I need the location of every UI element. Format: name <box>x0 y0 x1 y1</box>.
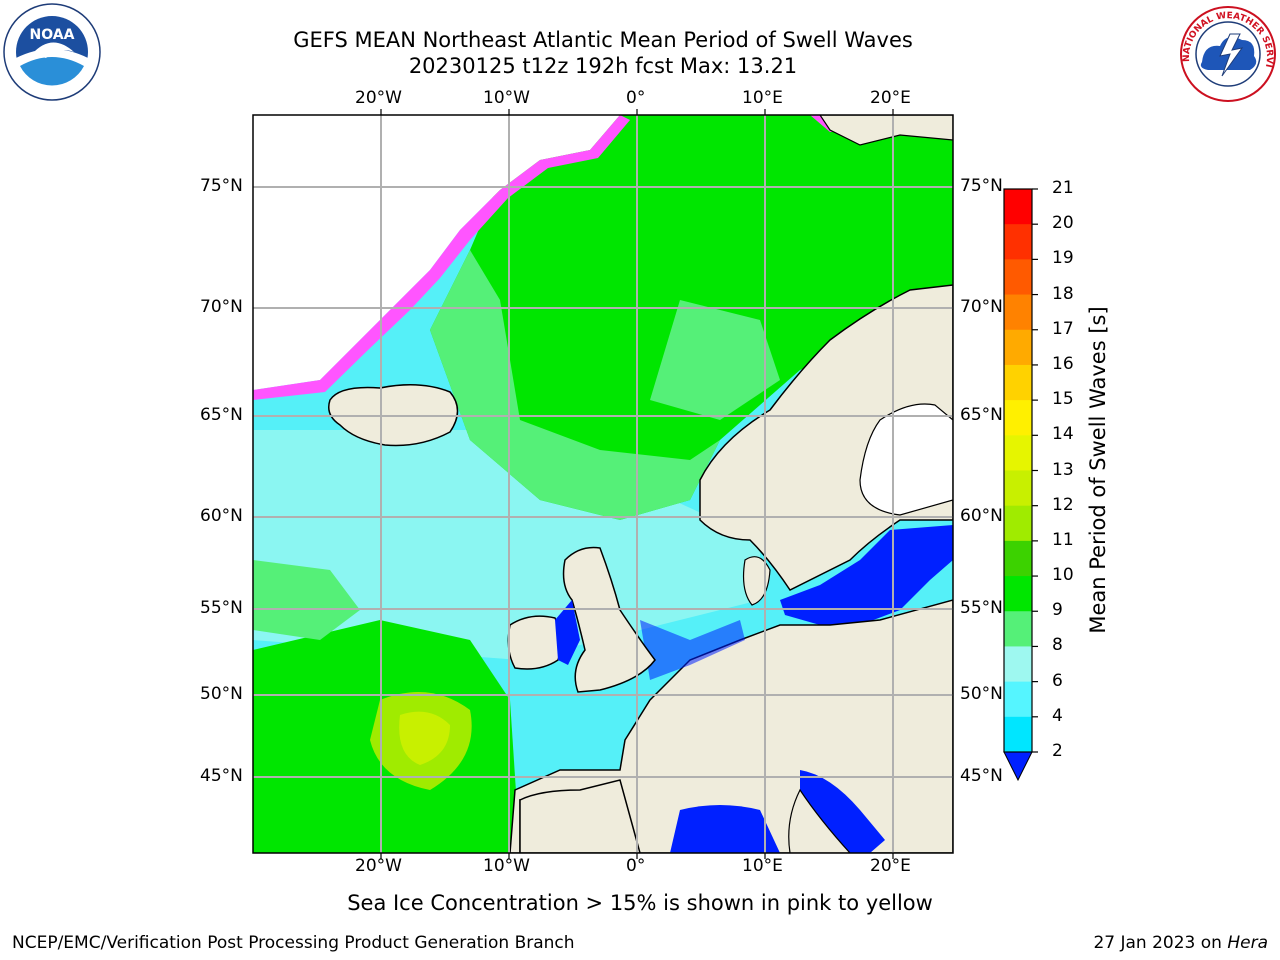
lat-label-left: 50°N <box>200 684 243 704</box>
colorbar-segment <box>1004 505 1032 542</box>
land-iberia <box>519 779 641 853</box>
colorbar-segment <box>1004 611 1032 647</box>
noaa-logo-text: NOAA <box>30 27 75 43</box>
footer-credit: NCEP/EMC/Verification Post Processing Pr… <box>12 933 575 953</box>
sea-ice-edge <box>253 115 630 400</box>
mediterranean-sea <box>670 805 780 853</box>
colorbar-tick-label: 10 <box>1052 565 1074 586</box>
lat-label-left: 70°N <box>200 297 243 317</box>
colorbar-tick-label: 17 <box>1052 318 1074 339</box>
colorbar-tick-label: 16 <box>1052 353 1074 374</box>
colorbar <box>1003 188 1038 782</box>
land-svalbard <box>819 115 953 146</box>
lat-label-left: 60°N <box>200 506 243 526</box>
nws-logo: NATIONAL WEATHER SERVICE <box>1178 4 1276 102</box>
lat-label-left: 45°N <box>200 766 243 786</box>
land-ireland <box>507 615 562 670</box>
colorbar-tick-label: 13 <box>1052 459 1074 480</box>
lon-label-top: 0° <box>626 88 646 108</box>
colorbar-segment <box>1004 681 1032 718</box>
lat-label-right: 60°N <box>960 506 1003 526</box>
irish-sea <box>555 600 580 665</box>
colorbar-segment <box>1004 716 1032 753</box>
swell-zone-north-light-green-2 <box>650 300 780 420</box>
graticule <box>253 115 953 853</box>
colorbar-segment <box>1004 189 1032 225</box>
lat-label-left: 55°N <box>200 598 243 618</box>
colorbar-tick-label: 15 <box>1052 389 1074 410</box>
footer-date-text: 27 Jan 2023 on <box>1093 933 1228 953</box>
colorbar-extend-arrow <box>1003 751 1033 782</box>
footer-host: Hera <box>1227 933 1268 953</box>
lon-label-top: 20°W <box>355 88 402 108</box>
colorbar-tick-label: 4 <box>1052 705 1063 726</box>
lon-label-top: 20°E <box>870 88 911 108</box>
colorbar-tick-label: 8 <box>1052 635 1063 656</box>
swell-zone-north-light-green <box>430 250 720 520</box>
lat-label-right: 75°N <box>960 176 1003 196</box>
colorbar-segment <box>1004 540 1032 577</box>
colorbar-tick-label: 21 <box>1052 178 1074 198</box>
chart-title: GEFS MEAN Northeast Atlantic Mean Period… <box>293 28 913 52</box>
lon-label-bottom: 20°W <box>355 856 402 876</box>
colorbar-segment <box>1004 259 1032 296</box>
lat-label-right: 50°N <box>960 684 1003 704</box>
sea-ice-note: Sea Ice Concentration > 15% is shown in … <box>347 891 933 915</box>
colorbar-tick-label: 9 <box>1052 600 1063 621</box>
lat-label-right: 45°N <box>960 766 1003 786</box>
lon-label-top: 10°E <box>742 88 783 108</box>
footer-date: 27 Jan 2023 on Hera <box>1093 933 1268 953</box>
colorbar-segment <box>1004 576 1032 612</box>
map-ticks <box>380 109 894 859</box>
land-greenland <box>253 115 420 350</box>
land-great-britain <box>562 546 656 693</box>
baltic-sea <box>780 525 953 625</box>
map-frame <box>252 114 954 854</box>
colorbar-segment <box>1004 646 1032 683</box>
lat-label-right: 70°N <box>960 297 1003 317</box>
noaa-logo: NOAA <box>3 3 101 101</box>
chart-subtitle: 20230125 t12z 192h fcst Max: 13.21 <box>408 54 798 78</box>
colorbar-title: Mean Period of Swell Waves [s] <box>1086 306 1110 634</box>
lat-label-left: 75°N <box>200 176 243 196</box>
colorbar-tick-label: 14 <box>1052 424 1074 445</box>
colorbar-segment <box>1004 400 1032 436</box>
swell-zone-mid-light-green <box>253 560 360 640</box>
lon-label-bottom: 10°W <box>483 856 530 876</box>
colorbar-segment <box>1004 224 1032 260</box>
lat-label-left: 65°N <box>200 405 243 425</box>
colorbar-segment <box>1004 470 1032 507</box>
gulf-of-bothnia <box>859 403 953 516</box>
lat-label-right: 65°N <box>960 405 1003 425</box>
north-sea-coastal <box>640 620 745 680</box>
colorbar-tick-label: 12 <box>1052 494 1074 515</box>
swell-zone-southwest-yellow <box>399 711 450 765</box>
colorbar-tick-label: 11 <box>1052 529 1074 550</box>
colorbar-tick-label: 19 <box>1052 248 1074 269</box>
colorbar-tick-label: 18 <box>1052 283 1074 304</box>
land-italy <box>788 788 851 853</box>
lon-label-bottom: 20°E <box>870 856 911 876</box>
adriatic-sea <box>800 770 885 853</box>
colorbar-segment <box>1004 364 1032 401</box>
lon-label-top: 10°W <box>483 88 530 108</box>
colorbar-segment <box>1004 329 1032 366</box>
lon-label-bottom: 10°E <box>742 856 783 876</box>
colorbar-tick-label: 2 <box>1052 741 1063 761</box>
colorbar-tick-label: 6 <box>1052 670 1063 691</box>
colorbar-tick-label: 20 <box>1052 213 1074 234</box>
colorbar-segment <box>1004 294 1032 331</box>
lat-label-right: 55°N <box>960 598 1003 618</box>
colorbar-segment <box>1004 435 1032 471</box>
lon-label-bottom: 0° <box>626 856 646 876</box>
